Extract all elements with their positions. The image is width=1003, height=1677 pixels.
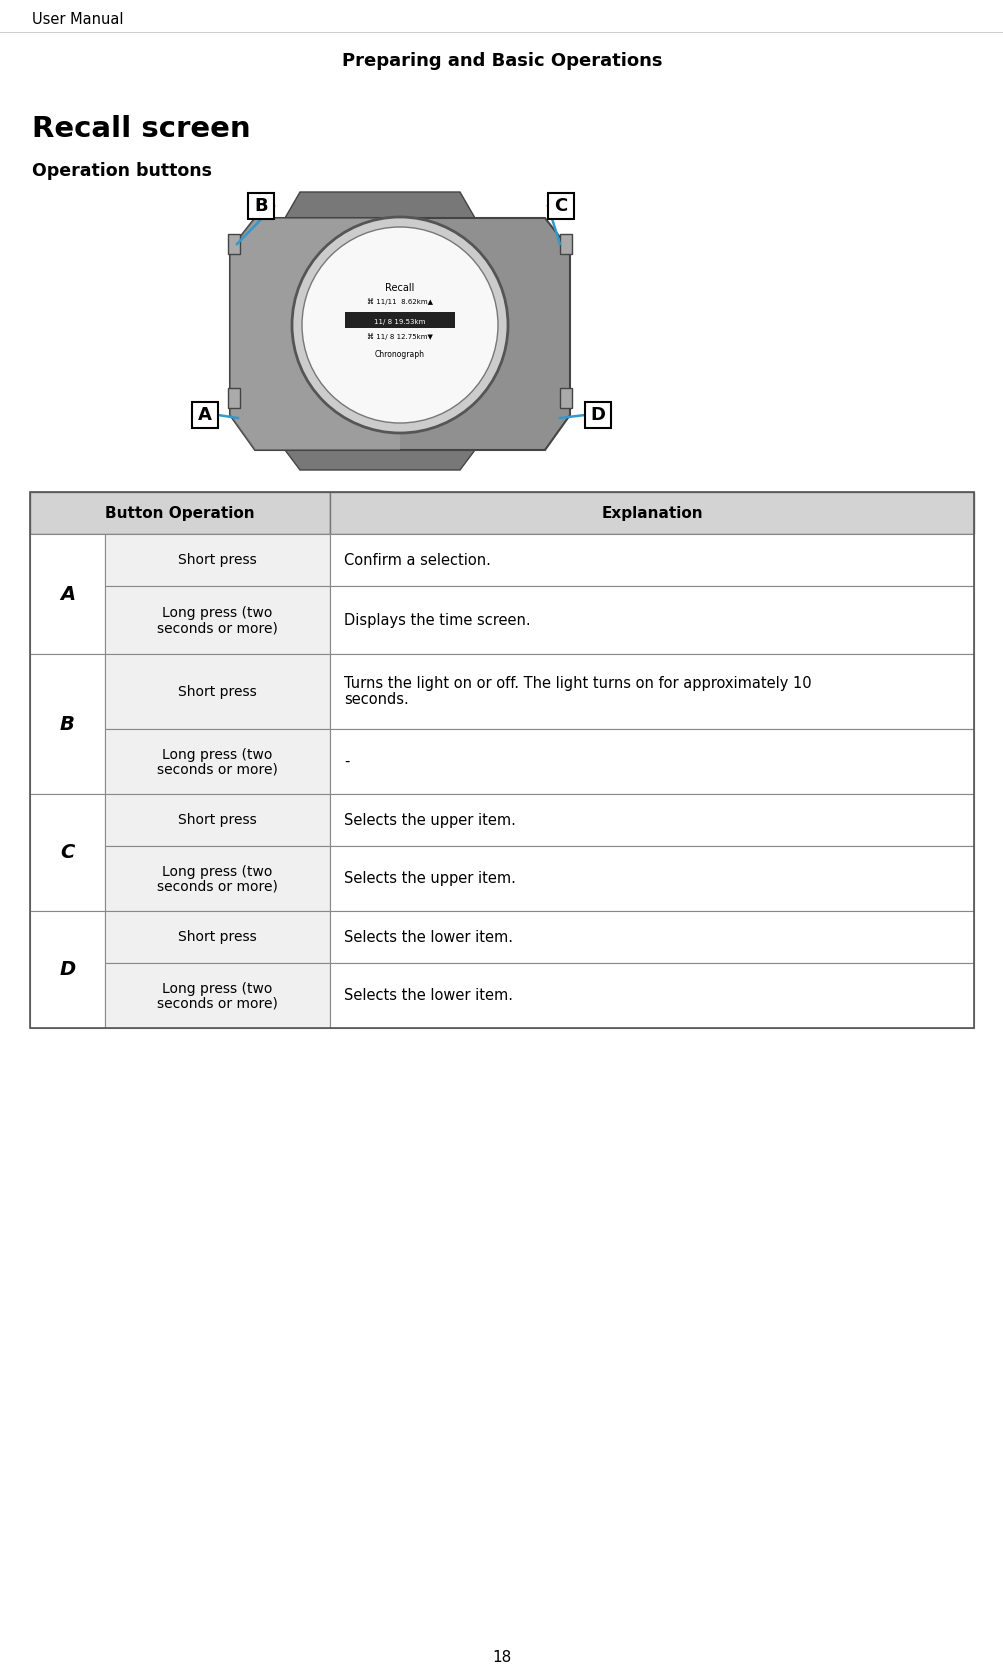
Bar [30,491,973,1028]
Bar [330,911,973,963]
Text: ⌘ 11/11  8.62km▲: ⌘ 11/11 8.62km▲ [367,299,432,305]
Text: D: D [590,406,605,424]
Bar [30,491,330,533]
Bar [345,312,454,329]
Text: 18: 18 [491,1650,512,1665]
Bar [105,533,330,585]
Bar [330,729,973,793]
Text: Confirm a selection.: Confirm a selection. [344,552,490,567]
Text: C: C [60,844,74,862]
Bar [330,654,973,729]
Text: Short press: Short press [178,931,257,944]
Text: Long press (two: Long press (two [162,748,273,761]
Text: Short press: Short press [178,813,257,827]
Text: Turns the light on or off. The light turns on for approximately 10: Turns the light on or off. The light tur… [344,676,810,691]
Bar [105,911,330,963]
Text: Short press: Short press [178,553,257,567]
Text: Displays the time screen.: Displays the time screen. [344,612,531,627]
Bar [105,585,330,654]
FancyBboxPatch shape [248,193,274,220]
Bar [105,845,330,911]
Bar [330,793,973,845]
Text: Selects the lower item.: Selects the lower item. [344,929,513,944]
Bar [105,963,330,1028]
Bar [330,585,973,654]
Circle shape [302,226,497,423]
Circle shape [292,216,508,433]
Text: Explanation: Explanation [601,505,702,520]
Text: A: A [60,585,75,604]
Text: Chronograph: Chronograph [375,350,424,359]
Text: Selects the upper item.: Selects the upper item. [344,812,516,827]
Text: Selects the lower item.: Selects the lower item. [344,988,513,1003]
Text: seconds or more): seconds or more) [156,620,278,636]
Polygon shape [230,218,570,449]
Text: D: D [59,959,75,979]
Text: Selects the upper item.: Selects the upper item. [344,870,516,885]
Text: ⌘ 11/ 8 12.75km▼: ⌘ 11/ 8 12.75km▼ [367,334,432,340]
FancyBboxPatch shape [585,402,611,428]
Polygon shape [230,218,399,449]
Text: Recall: Recall [385,283,414,293]
Bar [330,491,973,533]
Text: Recall screen: Recall screen [32,116,251,143]
Text: seconds.: seconds. [344,693,408,708]
Bar [330,533,973,585]
Text: 11/ 8 19.53km: 11/ 8 19.53km [374,319,425,325]
FancyBboxPatch shape [192,402,218,428]
Polygon shape [285,191,474,218]
FancyBboxPatch shape [548,193,574,220]
Bar [105,729,330,793]
Bar [30,654,105,793]
Bar [30,911,105,1028]
Text: seconds or more): seconds or more) [156,763,278,776]
Bar [105,654,330,729]
Text: Long press (two: Long press (two [162,981,273,996]
Text: User Manual: User Manual [32,12,123,27]
Text: seconds or more): seconds or more) [156,879,278,894]
Bar [30,793,105,911]
Bar [228,235,240,253]
Bar [560,235,572,253]
Bar [105,793,330,845]
Text: C: C [554,196,567,215]
Bar [560,387,572,408]
Text: seconds or more): seconds or more) [156,996,278,1011]
Text: Preparing and Basic Operations: Preparing and Basic Operations [341,52,662,70]
Bar [330,845,973,911]
Text: Operation buttons: Operation buttons [32,163,212,179]
Bar [30,533,105,654]
Text: Long press (two: Long press (two [162,865,273,879]
Text: Short press: Short press [178,684,257,699]
Text: A: A [198,406,212,424]
Text: B: B [60,714,75,733]
Text: B: B [254,196,268,215]
Text: Button Operation: Button Operation [105,505,255,520]
Text: Long press (two: Long press (two [162,605,273,620]
Bar [330,963,973,1028]
Bar [228,387,240,408]
Polygon shape [285,449,474,470]
Text: -: - [344,755,349,770]
